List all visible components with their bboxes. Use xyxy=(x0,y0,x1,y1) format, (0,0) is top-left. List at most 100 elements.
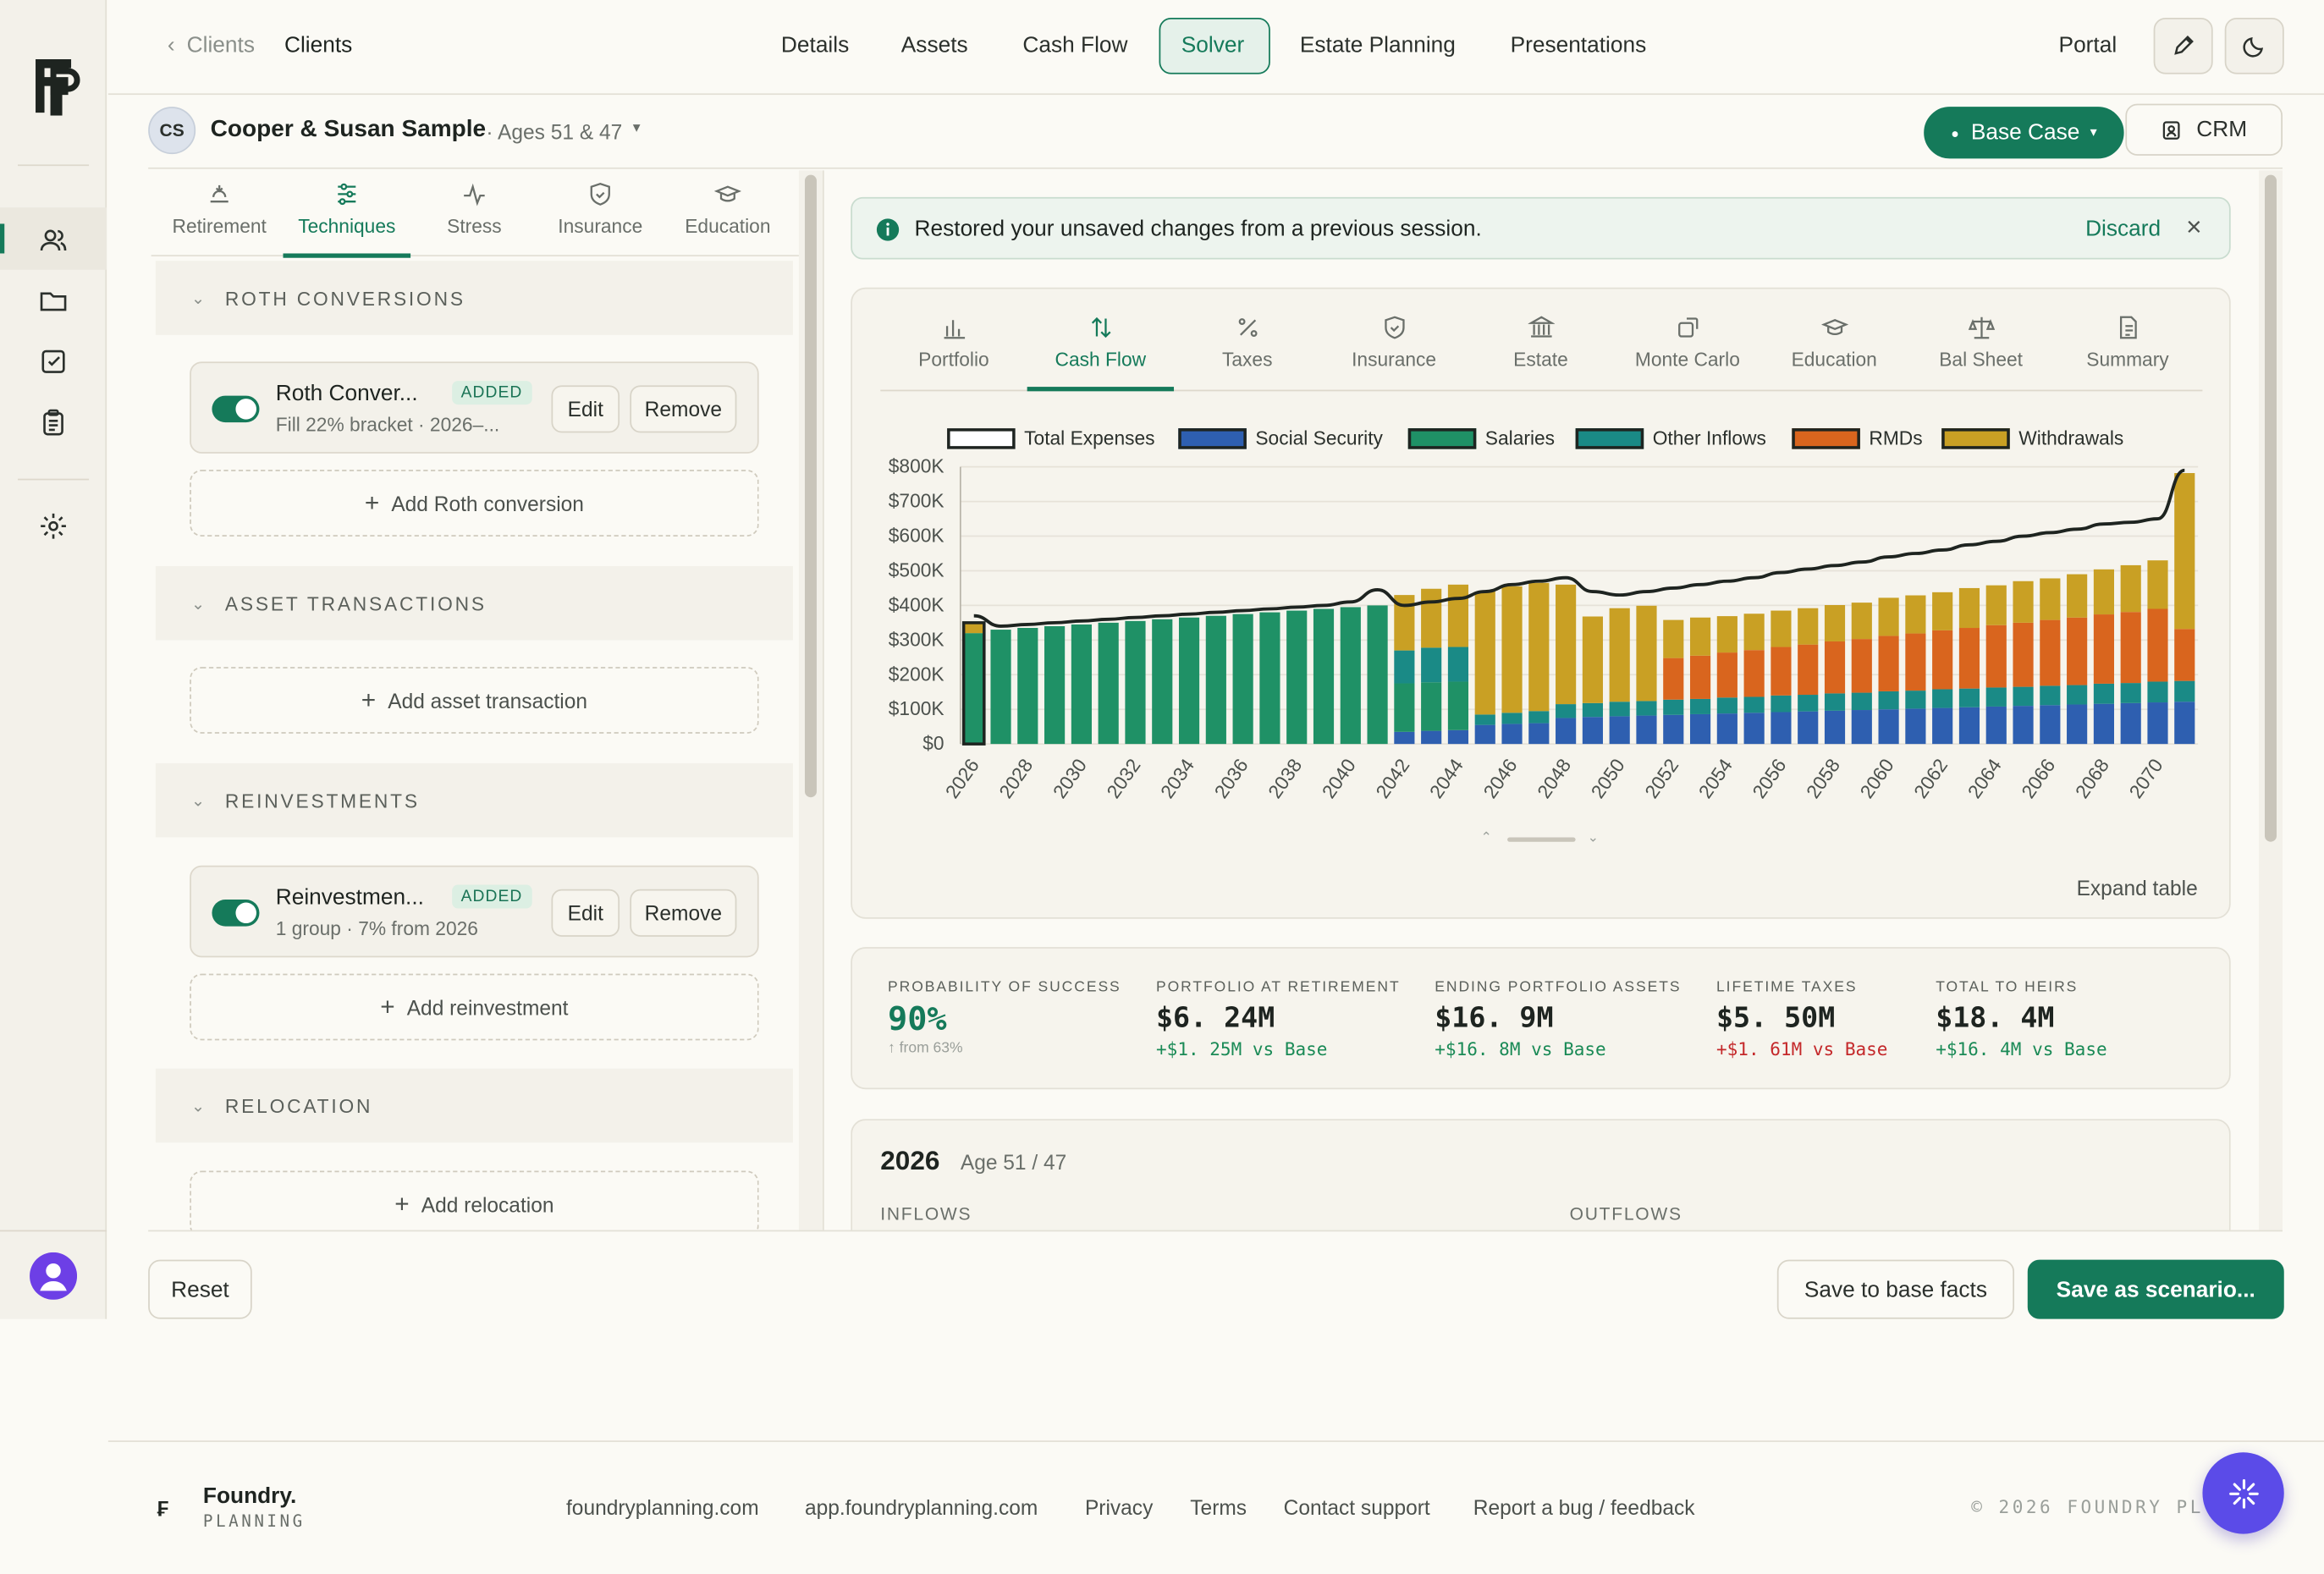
bar-social-security-2054[interactable] xyxy=(1716,713,1737,745)
bar-rmds-2067[interactable] xyxy=(2067,617,2088,685)
bar-withdrawals-2053[interactable] xyxy=(1689,617,1711,656)
bar-other-inflows-2069[interactable] xyxy=(2120,683,2141,703)
crm-button[interactable]: CRM xyxy=(2125,103,2283,156)
bar-social-security-2047[interactable] xyxy=(1528,723,1550,745)
result-tab-cash-flow[interactable]: Cash Flow xyxy=(1027,314,1174,371)
client-dropdown-icon[interactable]: ▾ xyxy=(632,119,641,137)
bar-withdrawals-2066[interactable] xyxy=(2040,578,2061,620)
bar-rmds-2052[interactable] xyxy=(1663,658,1684,700)
bar-withdrawals-2065[interactable] xyxy=(2013,581,2034,623)
bar-salaries-2027[interactable] xyxy=(990,630,1011,745)
bar-rmds-2063[interactable] xyxy=(1958,628,1980,689)
bar-other-inflows-2060[interactable] xyxy=(1878,691,1899,710)
legend-other-inflows[interactable]: Other Inflows xyxy=(1575,427,1766,449)
bar-social-security-2060[interactable] xyxy=(1878,709,1899,745)
bar-other-inflows-2071[interactable] xyxy=(2174,680,2195,702)
bar-withdrawals-2043[interactable] xyxy=(1421,588,1442,648)
bar-social-security-2051[interactable] xyxy=(1636,715,1657,745)
bar-salaries-2029[interactable] xyxy=(1044,625,1066,745)
bar-social-security-2065[interactable] xyxy=(2013,706,2034,745)
bar-other-inflows-2065[interactable] xyxy=(2013,686,2034,707)
scroll-right-chevron-icon[interactable]: ⌄ xyxy=(1587,829,1599,845)
nav-cash-flow[interactable]: Cash Flow xyxy=(1022,32,1128,58)
nav-presentations[interactable]: Presentations xyxy=(1510,32,1647,58)
bar-rmds-2058[interactable] xyxy=(1824,641,1846,694)
bar-social-security-2052[interactable] xyxy=(1663,714,1684,745)
bar-withdrawals-2063[interactable] xyxy=(1958,587,1980,629)
bar-rmds-2062[interactable] xyxy=(1932,630,1953,690)
bar-social-security-2069[interactable] xyxy=(2120,702,2141,745)
footer-link-bug[interactable]: Report a bug / feedback xyxy=(1473,1495,1695,1520)
reinvestment-enabled-toggle[interactable] xyxy=(212,900,260,927)
result-tab-taxes[interactable]: Taxes xyxy=(1174,314,1320,371)
reset-button[interactable]: Reset xyxy=(148,1259,252,1319)
user-avatar-icon[interactable] xyxy=(30,1252,78,1300)
bar-other-inflows-2049[interactable] xyxy=(1582,702,1603,718)
save-as-scenario-button[interactable]: Save as scenario... xyxy=(2027,1259,2284,1319)
bar-other-inflows-2046[interactable] xyxy=(1501,713,1523,724)
bar-rmds-2060[interactable] xyxy=(1878,636,1899,691)
bar-rmds-2053[interactable] xyxy=(1689,655,1711,699)
bar-rmds-2056[interactable] xyxy=(1771,647,1792,696)
foundry-logo[interactable] xyxy=(30,57,80,116)
bar-rmds-2061[interactable] xyxy=(1905,633,1926,691)
nav-solver[interactable]: Solver xyxy=(1181,32,1245,58)
bar-withdrawals-2044[interactable] xyxy=(1447,584,1469,647)
bar-social-security-2063[interactable] xyxy=(1958,707,1980,745)
bar-withdrawals-2052[interactable] xyxy=(1663,619,1684,658)
bar-rmds-2071[interactable] xyxy=(2174,629,2195,681)
bar-social-security-2044[interactable] xyxy=(1447,729,1469,745)
bar-withdrawals-2068[interactable] xyxy=(2093,569,2114,615)
bar-salaries-2037[interactable] xyxy=(1259,612,1280,745)
bar-social-security-2059[interactable] xyxy=(1851,710,1872,745)
tasks-nav-icon[interactable] xyxy=(33,341,74,382)
tab-insurance[interactable]: Insurance xyxy=(544,181,657,237)
bar-withdrawals-2061[interactable] xyxy=(1905,595,1926,634)
bar-social-security-2070[interactable] xyxy=(2147,702,2168,745)
bar-social-security-2062[interactable] xyxy=(1932,707,1953,745)
bar-salaries-2033[interactable] xyxy=(1152,619,1173,745)
roth-remove-button[interactable]: Remove xyxy=(630,385,737,433)
bar-salaries-2041[interactable] xyxy=(1367,605,1388,745)
bar-withdrawals-2056[interactable] xyxy=(1771,610,1792,647)
bar-withdrawals-2026[interactable] xyxy=(963,622,984,634)
bar-withdrawals-2058[interactable] xyxy=(1824,604,1846,641)
bar-salaries-2026[interactable] xyxy=(963,633,984,745)
bar-other-inflows-2053[interactable] xyxy=(1689,698,1711,714)
clients-nav-icon[interactable] xyxy=(33,219,74,261)
add-roth-conversion-button[interactable]: + Add Roth conversion xyxy=(190,470,759,537)
bar-other-inflows-2062[interactable] xyxy=(1932,689,1953,708)
bar-salaries-2038[interactable] xyxy=(1286,610,1308,745)
bar-withdrawals-2045[interactable] xyxy=(1474,592,1495,715)
bar-social-security-2061[interactable] xyxy=(1905,708,1926,745)
result-tab-education[interactable]: Education xyxy=(1761,314,1908,371)
tab-retirement[interactable]: Retirement xyxy=(163,181,276,237)
tab-techniques[interactable]: Techniques xyxy=(284,181,409,237)
reinvestment-edit-button[interactable]: Edit xyxy=(551,889,620,937)
bar-withdrawals-2048[interactable] xyxy=(1556,584,1577,705)
bar-other-inflows-2057[interactable] xyxy=(1798,695,1819,712)
back-chevron-icon[interactable]: ‹ xyxy=(167,32,175,58)
bar-other-inflows-2051[interactable] xyxy=(1636,701,1657,716)
bar-withdrawals-2071[interactable] xyxy=(2174,473,2195,630)
right-panel-scrollbar-thumb[interactable] xyxy=(2264,174,2277,842)
bar-other-inflows-2043[interactable] xyxy=(1421,647,1442,683)
bar-withdrawals-2055[interactable] xyxy=(1743,614,1765,651)
bar-withdrawals-2049[interactable] xyxy=(1582,616,1603,703)
legend-withdrawals[interactable]: Withdrawals xyxy=(1941,427,2123,449)
bar-other-inflows-2061[interactable] xyxy=(1905,691,1926,709)
bar-other-inflows-2047[interactable] xyxy=(1528,711,1550,724)
bar-other-inflows-2063[interactable] xyxy=(1958,688,1980,707)
bar-social-security-2049[interactable] xyxy=(1582,717,1603,745)
bar-other-inflows-2044[interactable] xyxy=(1447,647,1469,682)
footer-link-privacy[interactable]: Privacy xyxy=(1084,1495,1154,1520)
bar-withdrawals-2067[interactable] xyxy=(2067,574,2088,618)
result-tab-insurance[interactable]: Insurance xyxy=(1320,314,1467,371)
bar-other-inflows-2054[interactable] xyxy=(1716,697,1737,714)
bar-other-inflows-2042[interactable] xyxy=(1394,650,1415,684)
bar-other-inflows-2059[interactable] xyxy=(1851,692,1872,711)
roth-enabled-toggle[interactable] xyxy=(212,395,260,423)
bar-social-security-2068[interactable] xyxy=(2093,703,2114,745)
nav-estate-planning[interactable]: Estate Planning xyxy=(1299,32,1456,58)
bar-withdrawals-2062[interactable] xyxy=(1932,592,1953,630)
